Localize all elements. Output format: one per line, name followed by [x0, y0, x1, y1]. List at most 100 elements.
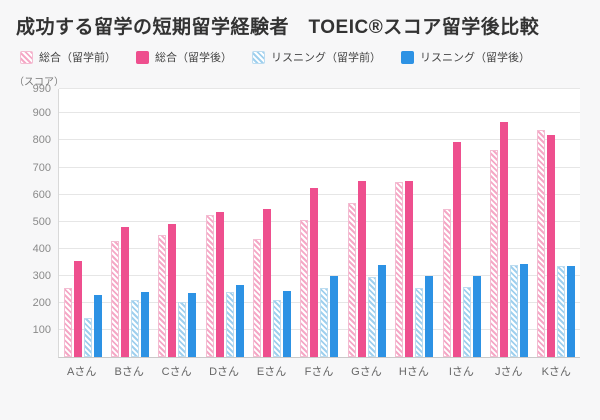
gridline	[59, 220, 580, 222]
bar	[377, 264, 386, 357]
x-axis-label: Fさん	[304, 366, 334, 378]
bar	[519, 263, 528, 357]
legend-label: 総合（留学後）	[155, 52, 232, 64]
bar	[347, 202, 356, 357]
gridline	[59, 274, 580, 276]
bar	[253, 239, 262, 357]
bar	[168, 224, 177, 357]
bar-chart: （スコア） 100 200 300 400 500 600 700 800 900 990 Aさん…	[14, 77, 588, 379]
y-tick-label: 800	[32, 134, 51, 147]
gridline	[59, 139, 580, 141]
bar	[509, 264, 518, 357]
bar	[178, 301, 187, 357]
y-axis-unit-label: （スコア）	[14, 77, 64, 88]
blue-hatched-swatch-icon	[252, 50, 265, 64]
bar-group	[391, 89, 438, 357]
bar	[93, 294, 102, 357]
legend: 総合（留学前） 総合（留学後） リスニング（留学前） リスニング（留学後）	[20, 49, 588, 65]
pink-solid-swatch-icon	[136, 50, 149, 64]
bar	[442, 209, 451, 357]
x-axis-label: Aさん	[67, 366, 97, 378]
x-axis-label: Bさん	[114, 366, 144, 378]
bar	[330, 275, 339, 357]
gridline	[59, 193, 580, 195]
bar	[111, 240, 120, 357]
bar	[73, 260, 82, 357]
y-tick-label: 200	[32, 296, 51, 309]
y-tick-label: 300	[32, 269, 51, 282]
legend-item-sougou-before: 総合（留学前）	[20, 49, 116, 65]
x-axis-label: Hさん	[398, 366, 429, 378]
bar	[300, 220, 309, 357]
bar	[405, 181, 414, 357]
bar	[225, 292, 234, 357]
y-tick-label: 600	[32, 188, 51, 201]
y-tick-label: 100	[32, 323, 51, 336]
bar	[547, 135, 556, 357]
bar-group	[343, 89, 390, 357]
bar	[263, 209, 272, 357]
bar	[489, 149, 498, 357]
x-axis-label: Jさん	[495, 366, 523, 378]
x-axis-label: Eさん	[256, 366, 287, 378]
bar	[357, 181, 366, 357]
bar-group	[533, 89, 580, 357]
y-tick-label: 990	[32, 83, 51, 95]
bar-group	[438, 89, 485, 357]
x-axis: Aさん Bさん Cさん Dさん Eさん Fさん Gさん Hさん Iさん Jさん Kさん	[58, 363, 580, 379]
bar	[499, 121, 508, 357]
bar	[395, 182, 404, 357]
bar	[273, 300, 282, 357]
bar	[158, 235, 167, 357]
x-axis-label: Gさん	[351, 366, 382, 378]
bar	[415, 287, 424, 357]
gridline	[59, 301, 580, 303]
blue-solid-swatch-icon	[401, 50, 414, 64]
y-tick-label: 400	[32, 242, 51, 255]
bar	[215, 212, 224, 357]
y-tick-label: 900	[32, 107, 51, 120]
bar-group	[201, 89, 248, 357]
bar	[537, 129, 546, 357]
x-axis-label: Iさん	[448, 366, 474, 378]
x-axis-label: Kさん	[541, 366, 571, 378]
bar	[567, 266, 576, 357]
bar	[188, 293, 197, 357]
x-axis-label: Dさん	[209, 366, 240, 378]
chart-title: 成功する留学の短期留学経験者 TOEIC®スコア留学後比較	[16, 17, 540, 38]
gridline	[59, 247, 580, 249]
bar-group	[248, 89, 295, 357]
bar	[320, 287, 329, 357]
legend-item-sougou-after: 総合（留学後）	[136, 49, 232, 65]
bar	[472, 275, 481, 357]
bar	[141, 292, 150, 357]
bar	[205, 214, 214, 357]
legend-label: リスニング（留学前）	[271, 52, 381, 64]
legend-item-listening-after: リスニング（留学後）	[401, 49, 530, 65]
legend-item-listening-before: リスニング（留学前）	[252, 49, 381, 65]
legend-label: 総合（留学前）	[39, 52, 116, 64]
bar	[83, 317, 92, 357]
bar	[131, 300, 140, 357]
x-axis-label: Cさん	[161, 366, 192, 378]
bar	[121, 227, 130, 357]
bar-group	[485, 89, 532, 357]
bar	[310, 187, 319, 357]
gridline	[59, 88, 580, 89]
bar	[425, 275, 434, 357]
bar-group	[154, 89, 201, 357]
bar	[367, 277, 376, 357]
bar-group	[106, 89, 153, 357]
bar	[283, 290, 292, 357]
gridline	[59, 166, 580, 168]
bar-group	[59, 89, 106, 357]
bar-groups	[59, 89, 580, 357]
gridline	[59, 328, 580, 330]
plot-area: 100 200 300 400 500 600 700 800 900 990	[33, 83, 580, 358]
pink-hatched-swatch-icon	[20, 50, 33, 64]
bar	[63, 287, 72, 357]
bar	[557, 266, 566, 357]
bar	[452, 141, 461, 357]
bar	[462, 286, 471, 357]
